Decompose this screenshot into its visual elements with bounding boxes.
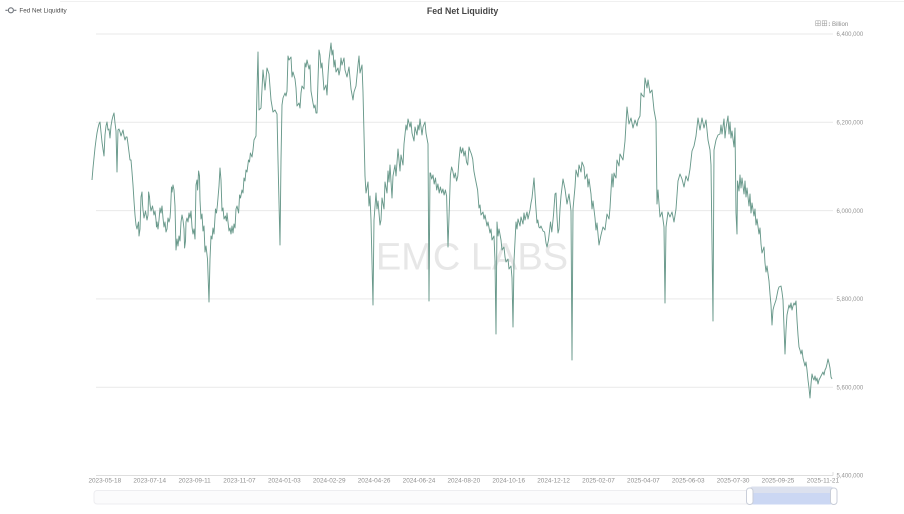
svg-text:6,400,000: 6,400,000 xyxy=(837,32,864,38)
svg-text:2024-12-12: 2024-12-12 xyxy=(537,478,570,485)
svg-text:2024-10-16: 2024-10-16 xyxy=(492,478,525,485)
svg-text:6,200,000: 6,200,000 xyxy=(837,121,864,127)
svg-text:2025-07-30: 2025-07-30 xyxy=(717,478,750,485)
svg-text:5,800,000: 5,800,000 xyxy=(837,297,864,303)
svg-text:2023-05-18: 2023-05-18 xyxy=(88,478,121,485)
svg-text:Fed Net Liquidity: Fed Net Liquidity xyxy=(19,8,67,15)
svg-text:2025-06-03: 2025-06-03 xyxy=(672,478,705,485)
svg-text:EMC LABS: EMC LABS xyxy=(376,237,568,279)
svg-text:2025-09-25: 2025-09-25 xyxy=(762,478,795,485)
svg-text:Billion: Billion xyxy=(832,21,848,28)
svg-text:2023-11-07: 2023-11-07 xyxy=(223,478,256,485)
svg-text:2024-01-03: 2024-01-03 xyxy=(268,478,301,485)
svg-text:2024-06-24: 2024-06-24 xyxy=(403,478,436,485)
svg-text:Fed Net Liquidity: Fed Net Liquidity xyxy=(427,6,498,16)
svg-text:2025-11-21: 2025-11-21 xyxy=(807,478,840,485)
svg-text:5,400,000: 5,400,000 xyxy=(837,474,864,480)
svg-text:2024-04-26: 2024-04-26 xyxy=(358,478,391,485)
svg-text:5,600,000: 5,600,000 xyxy=(837,385,864,391)
svg-text:2023-07-14: 2023-07-14 xyxy=(133,478,166,485)
svg-text:2025-02-07: 2025-02-07 xyxy=(582,478,615,485)
svg-text:2023-09-11: 2023-09-11 xyxy=(178,478,211,485)
svg-text:2025-04-07: 2025-04-07 xyxy=(627,478,660,485)
svg-text:6,000,000: 6,000,000 xyxy=(837,209,864,215)
svg-text:2024-08-20: 2024-08-20 xyxy=(447,478,480,485)
svg-text:2024-02-29: 2024-02-29 xyxy=(313,478,346,485)
